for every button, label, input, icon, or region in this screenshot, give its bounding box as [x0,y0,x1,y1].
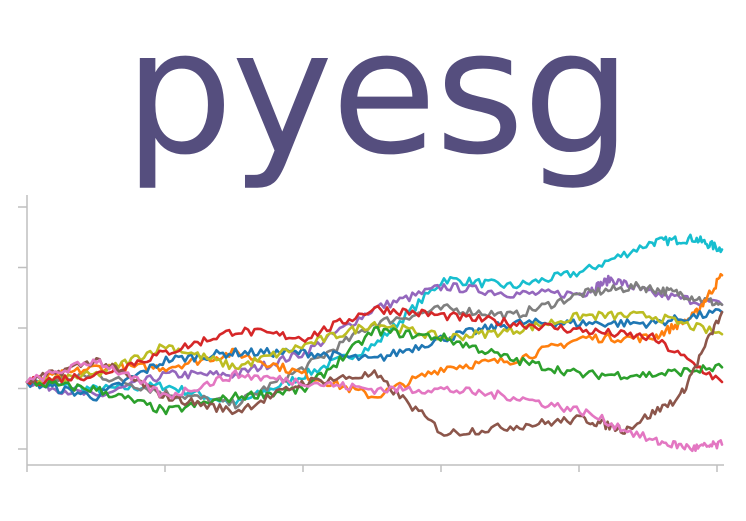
series-line-8 [25,325,724,416]
series-line-4 [25,272,724,400]
logo-text: pyesg [124,0,632,193]
series-line-2 [25,274,724,398]
series-line-7 [25,304,724,387]
series-line-3 [25,281,724,410]
series-line-6 [25,310,724,385]
series-line-1 [25,233,724,407]
series-line-10 [25,358,724,453]
series-line-5 [25,308,724,402]
